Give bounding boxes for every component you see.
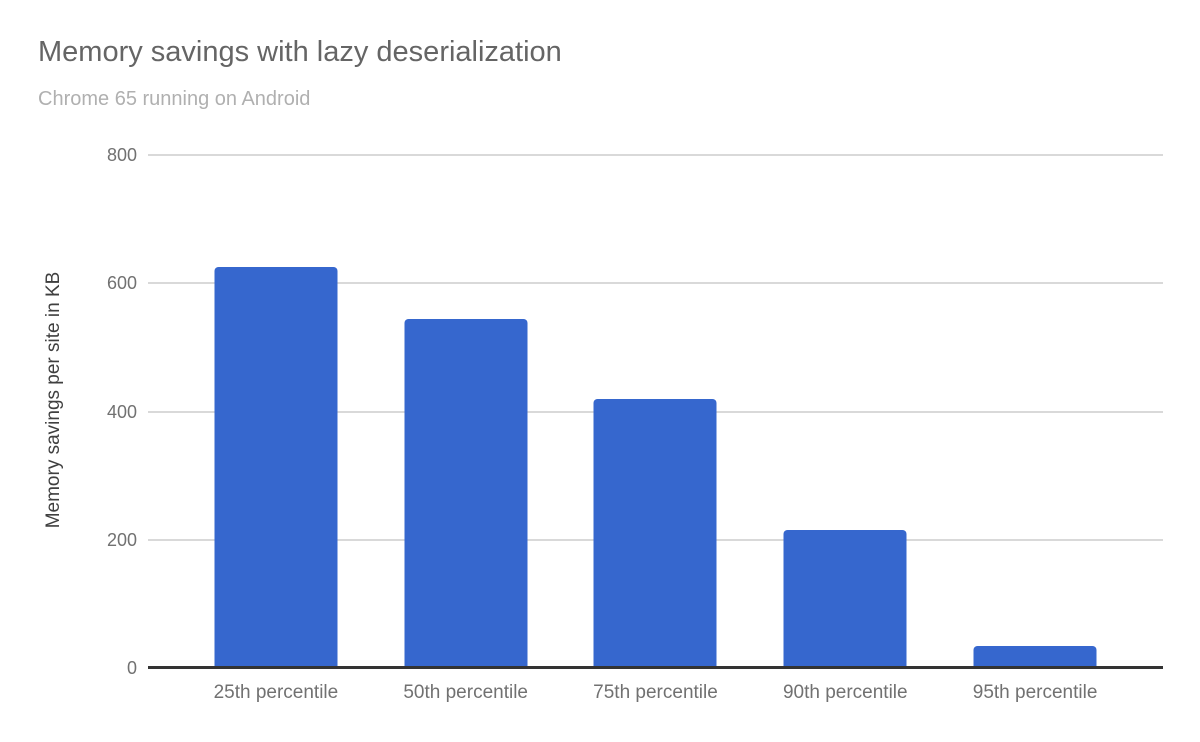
y-axis-tick-labels: 0 200 400 600 800 <box>0 146 137 677</box>
x-axis-baseline <box>148 666 1163 669</box>
bar-95th-percentile <box>973 645 1097 668</box>
chart-subtitle: Chrome 65 running on Android <box>38 88 311 110</box>
gridline-800 <box>148 154 1163 156</box>
bar-50th-percentile <box>404 318 528 668</box>
bar-band-75th percentile <box>561 155 751 668</box>
bar-band-95th percentile <box>940 155 1130 668</box>
bar-25th-percentile <box>214 267 338 668</box>
y-tick-label-800: 800 <box>106 145 137 165</box>
y-tick-label-0: 0 <box>126 658 137 678</box>
bar-90th-percentile <box>783 530 907 668</box>
bar-band-90th percentile <box>750 155 940 668</box>
x-label-90th-percentile: 90th percentile <box>782 682 908 703</box>
plot-area <box>148 154 1163 668</box>
bars <box>148 155 1163 668</box>
gridline-600 <box>148 282 1163 285</box>
chart-title: Memory savings with lazy deserialization <box>38 36 562 68</box>
bar-band-50th percentile <box>371 155 561 668</box>
x-axis-category-labels: 25th percentile 50th percentile 75th perce… <box>148 682 1163 704</box>
y-tick-label-600: 600 <box>106 273 137 294</box>
x-label-95th-percentile: 95th percentile <box>972 682 1098 703</box>
y-tick-label-400: 400 <box>106 401 137 422</box>
x-label-25th-percentile: 25th percentile <box>213 682 339 703</box>
y-tick-label-200: 200 <box>106 529 137 550</box>
x-label-50th-percentile: 50th percentile <box>403 682 529 703</box>
x-label-75th-percentile: 75th percentile <box>593 682 718 703</box>
bar-band-25th percentile <box>181 155 371 668</box>
bar-75th-percentile <box>593 398 717 668</box>
